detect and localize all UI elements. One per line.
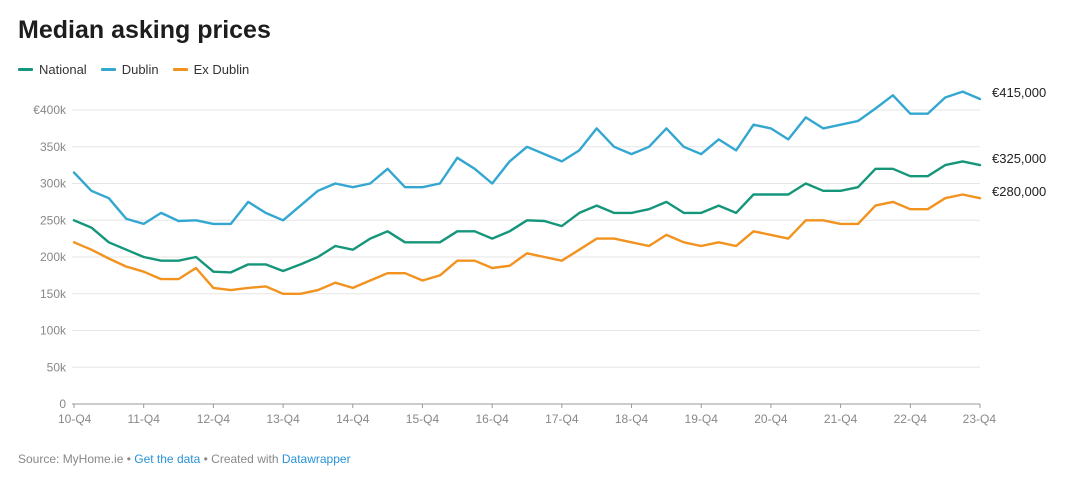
y-tick-label: 0	[59, 397, 66, 411]
series-line-national	[72, 160, 982, 274]
created-with-text: • Created with	[200, 452, 282, 466]
legend-label-dublin: Dublin	[121, 62, 159, 77]
x-tick-label: 10-Q4	[58, 412, 92, 426]
legend: National Dublin Ex Dublin	[18, 62, 249, 77]
chart-title: Median asking prices	[18, 16, 271, 44]
series-line-ex-dublin	[72, 193, 982, 295]
y-tick-label: 250k	[40, 213, 67, 227]
legend-swatch-ex-dublin	[172, 68, 188, 71]
x-tick-label: 18-Q4	[615, 412, 649, 426]
y-tick-label: €400k	[33, 103, 67, 117]
footer: Source: MyHome.ie • Get the data • Creat…	[18, 452, 351, 466]
legend-swatch-national	[18, 68, 33, 71]
legend-item-dublin: Dublin	[100, 62, 159, 77]
x-tick-label: 17-Q4	[545, 412, 579, 426]
x-tick-label: 11-Q4	[127, 412, 160, 426]
line-chart: 0 50k 100k 150k 200k 250k 300k 350k €400k 10-Q4 11…	[33, 85, 1046, 426]
x-tick-label: 16-Q4	[475, 412, 509, 426]
y-tick-label: 350k	[40, 140, 67, 154]
x-tick-label: 12-Q4	[197, 412, 231, 426]
legend-label-ex-dublin: Ex Dublin	[193, 62, 250, 77]
legend-swatch-dublin	[100, 68, 116, 71]
legend-label-national: National	[39, 62, 87, 77]
legend-item-national: National	[18, 62, 87, 77]
y-tick-label: 100k	[40, 324, 67, 338]
legend-item-ex-dublin: Ex Dublin	[172, 62, 250, 77]
y-tick-label: 50k	[47, 360, 67, 374]
x-tick-label: 20-Q4	[754, 412, 788, 426]
end-label-national: €325,000	[992, 151, 1046, 166]
x-tick-label: 13-Q4	[266, 412, 300, 426]
series-line-dublin	[72, 90, 982, 226]
datawrapper-link[interactable]: Datawrapper	[281, 452, 351, 466]
y-tick-label: 150k	[40, 287, 67, 301]
x-tick-label: 14-Q4	[336, 412, 370, 426]
get-data-link[interactable]: Get the data	[134, 452, 201, 466]
end-label-ex-dublin: €280,000	[992, 184, 1046, 199]
y-tick-label: 300k	[40, 177, 67, 191]
end-label-dublin: €415,000	[992, 85, 1046, 100]
x-tick-label: 23-Q4	[963, 412, 997, 426]
x-tick-label: 21-Q4	[824, 412, 858, 426]
x-tick-label: 19-Q4	[685, 412, 719, 426]
y-tick-label: 200k	[40, 250, 67, 264]
x-tick-label: 15-Q4	[406, 412, 440, 426]
source-text: Source: MyHome.ie •	[18, 452, 135, 466]
x-tick-label: 22-Q4	[894, 412, 928, 426]
